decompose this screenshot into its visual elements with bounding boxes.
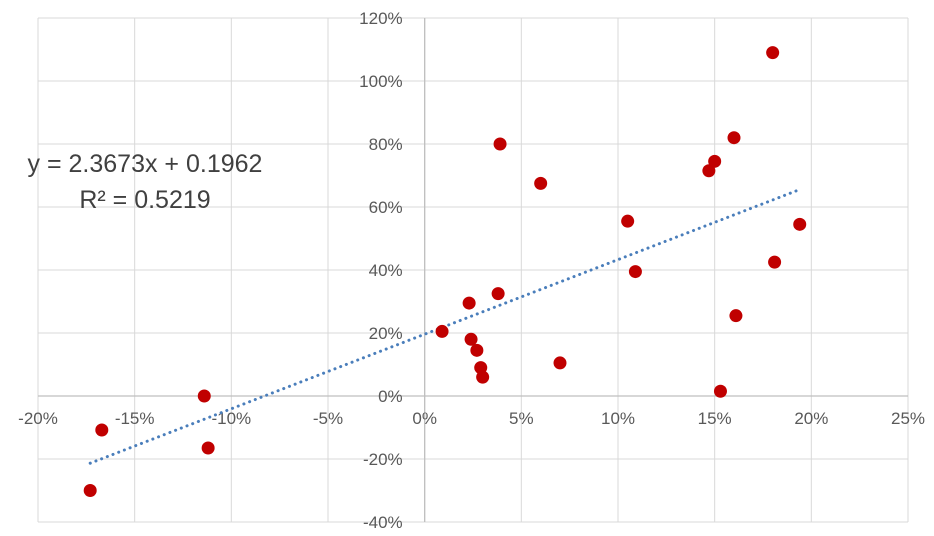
data-point <box>470 343 484 357</box>
axes <box>38 18 908 522</box>
x-tick-label: -10% <box>211 409 251 428</box>
y-tick-label: -20% <box>363 450 403 469</box>
x-tick-label: -20% <box>18 409 58 428</box>
trendline-r-squared: R² = 0.5219 <box>79 186 210 214</box>
data-point <box>729 309 743 323</box>
x-tick-label: -5% <box>313 409 343 428</box>
data-point <box>201 441 215 455</box>
data-point <box>493 137 507 151</box>
trendline-equation: y = 2.3673x + 0.1962 <box>28 150 263 178</box>
data-point <box>491 287 505 301</box>
data-point <box>435 324 449 338</box>
y-tick-label: 80% <box>369 135 403 154</box>
data-point <box>766 46 780 60</box>
data-point <box>702 164 716 178</box>
x-tick-label: -15% <box>115 409 155 428</box>
data-point <box>708 154 722 168</box>
data-point <box>83 484 97 497</box>
trendline-layer <box>88 188 802 465</box>
y-tick-label: 40% <box>369 261 403 280</box>
data-point <box>628 265 642 279</box>
x-tick-label: 25% <box>891 409 925 428</box>
x-tick-label: 20% <box>794 409 828 428</box>
data-point <box>197 389 211 403</box>
data-point <box>793 217 807 231</box>
x-tick-label: 15% <box>698 409 732 428</box>
data-point <box>95 423 109 437</box>
x-tick-label: 0% <box>412 409 437 428</box>
data-point <box>768 255 782 269</box>
data-point <box>621 214 635 228</box>
data-points <box>83 46 807 497</box>
data-point <box>713 384 727 398</box>
trendline <box>88 188 802 465</box>
y-tick-label: 0% <box>378 387 403 406</box>
y-tick-label: 60% <box>369 198 403 217</box>
data-point <box>553 356 567 370</box>
data-point <box>476 370 490 384</box>
gridlines <box>37 17 909 523</box>
y-tick-label: 120% <box>359 9 402 28</box>
data-point <box>534 176 548 190</box>
x-tick-label: 5% <box>509 409 534 428</box>
y-tick-label: 20% <box>369 324 403 343</box>
y-tick-label: -40% <box>363 513 403 532</box>
data-point <box>464 332 478 346</box>
tick-labels: -20% -15% -10% -5% 0% 5% 10% 15% 20% 25% -40% -20% 0… <box>18 9 925 532</box>
data-point <box>727 131 741 145</box>
x-tick-label: 10% <box>601 409 635 428</box>
data-point <box>462 296 476 310</box>
y-tick-label: 100% <box>359 72 402 91</box>
